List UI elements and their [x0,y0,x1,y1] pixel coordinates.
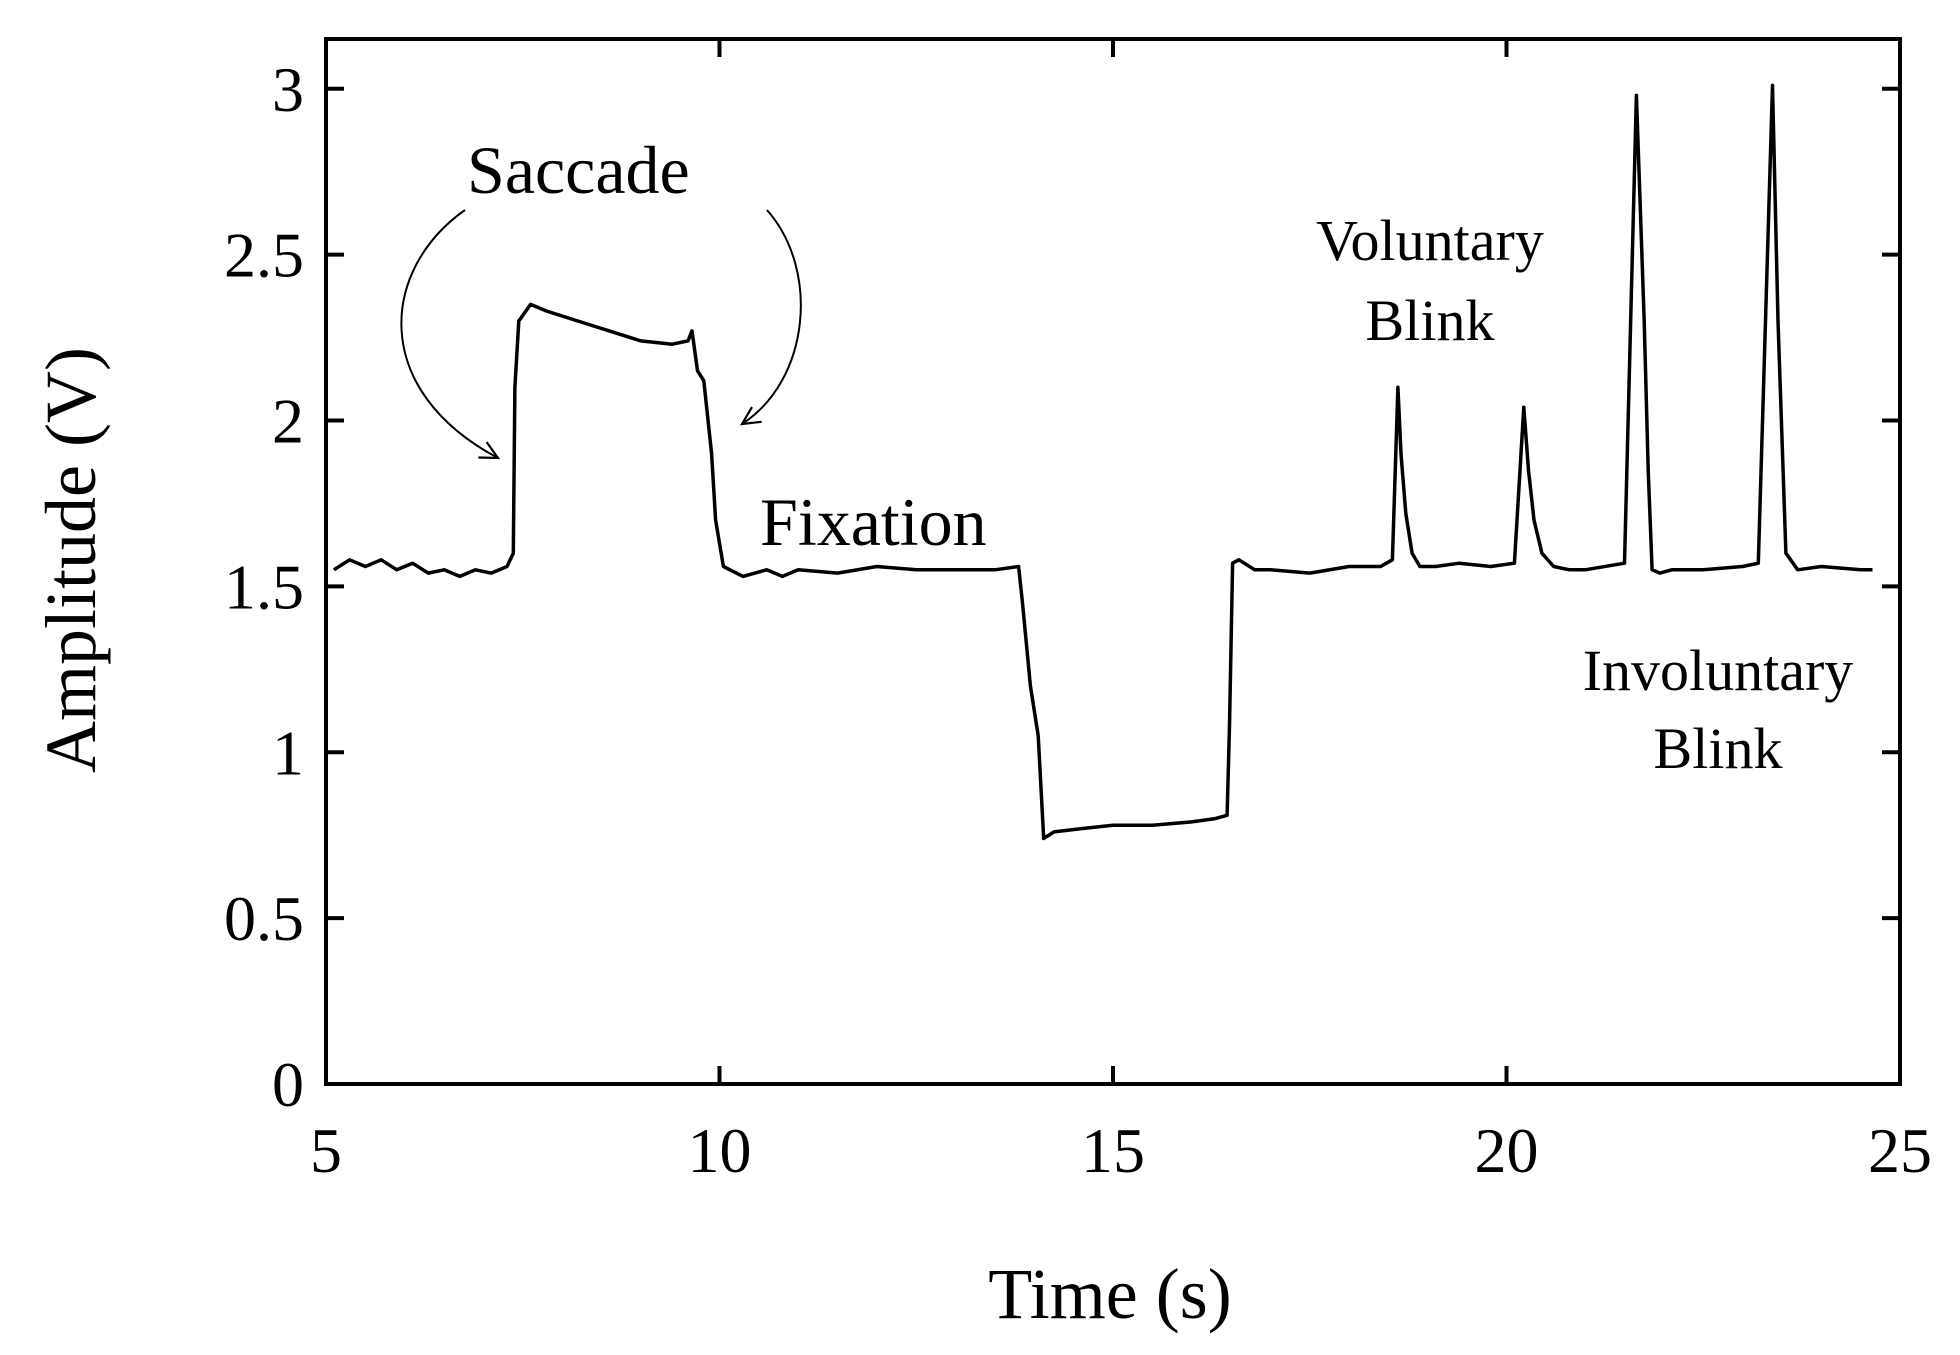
y-tick-label: 0.5 [224,883,304,954]
x-tick-label: 10 [688,1115,752,1186]
y-axis-ticks: 0 0.5 1 1.5 2 2.5 3 [224,54,1900,1120]
y-axis-label: Amplitude (V) [31,347,111,773]
y-tick-label: 0 [272,1049,304,1120]
x-tick-label: 5 [310,1115,342,1186]
signal-line [332,83,1873,841]
y-tick-label: 1.5 [224,551,304,622]
saccade-arrow-left [400,209,498,458]
annotation-involuntary-blink: Blink [1654,716,1783,781]
x-tick-label: 25 [1868,1115,1932,1186]
annotation-involuntary: Involuntary [1583,638,1854,703]
annotation-fixation: Fixation [760,484,987,560]
x-axis-ticks: 5 10 15 20 25 [310,39,1932,1186]
annotation-saccade: Saccade [467,132,690,208]
y-tick-label: 2.5 [224,220,304,291]
y-tick-label: 2 [272,386,304,457]
annotation-voluntary-blink: Blink [1366,288,1495,353]
y-tick-label: 3 [272,54,304,125]
annotation-voluntary: Voluntary [1316,208,1544,273]
x-axis-label: Time (s) [988,1254,1231,1334]
x-tick-label: 20 [1475,1115,1539,1186]
saccade-arrow-right [742,209,802,424]
y-tick-label: 1 [272,717,304,788]
x-tick-label: 15 [1081,1115,1145,1186]
